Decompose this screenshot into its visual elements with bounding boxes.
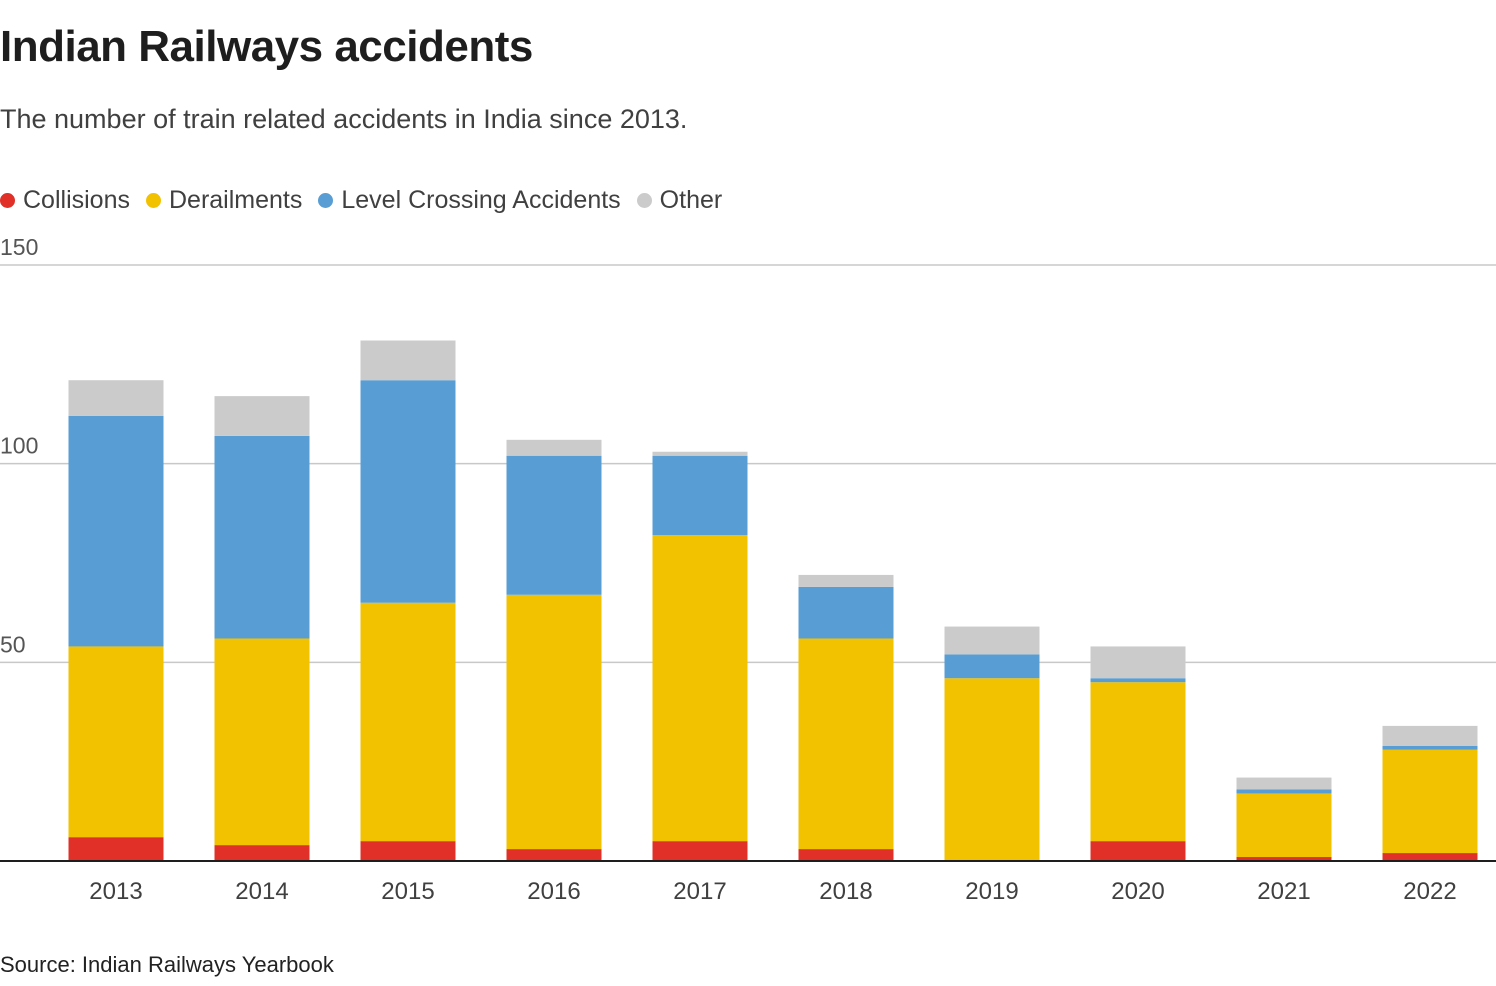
bar-2015-collisions	[360, 841, 456, 861]
bar-2016-level-crossing-accidents	[506, 455, 602, 595]
bar-2018-derailments	[798, 638, 894, 850]
bar-2020-other	[1090, 646, 1186, 679]
legend-swatch-other	[636, 193, 652, 208]
bar-2022-other	[1382, 725, 1478, 746]
bar-2020-collisions	[1090, 841, 1186, 861]
x-tick-label-2016: 2016	[527, 878, 580, 905]
chart-subtitle: The number of train related accidents in…	[0, 104, 688, 134]
legend: Collisions Derailments Level Crossing Ac…	[0, 186, 738, 215]
bar-2016-other	[506, 439, 602, 456]
bar-2014-derailments	[214, 638, 310, 846]
legend-swatch-level-crossing	[318, 193, 334, 208]
bar-2016-derailments	[506, 594, 602, 850]
bar-2019-derailments	[944, 678, 1040, 861]
bar-2013-derailments	[68, 646, 164, 838]
bar-2014-collisions	[214, 845, 310, 861]
legend-item-other: Other	[636, 186, 723, 215]
x-tick-label-2018: 2018	[819, 878, 872, 905]
x-tick-label-2020: 2020	[1111, 878, 1164, 905]
bar-2018-collisions	[798, 849, 894, 861]
bar-2019-level-crossing-accidents	[944, 654, 1040, 679]
bar-2021-level-crossing-accidents	[1236, 789, 1332, 794]
legend-swatch-derailments	[145, 193, 161, 208]
bar-2018-other	[798, 574, 894, 587]
bar-2021-other	[1236, 777, 1332, 790]
bar-2017-derailments	[652, 535, 748, 842]
bar-2017-collisions	[652, 841, 748, 861]
bar-2013-other	[68, 380, 164, 416]
legend-label-other: Other	[659, 186, 723, 214]
bar-2020-derailments	[1090, 682, 1186, 842]
legend-label-collisions: Collisions	[23, 186, 130, 214]
bar-2017-level-crossing-accidents	[652, 455, 748, 536]
bar-2018-level-crossing-accidents	[798, 586, 894, 639]
x-tick-label-2014: 2014	[235, 878, 288, 905]
bar-2013-level-crossing-accidents	[68, 415, 164, 647]
x-tick-label-2013: 2013	[89, 878, 142, 905]
bar-2020-level-crossing-accidents	[1090, 678, 1186, 683]
bar-2022-level-crossing-accidents	[1382, 745, 1478, 750]
bar-2014-level-crossing-accidents	[214, 435, 310, 639]
legend-swatch-collisions	[0, 193, 15, 208]
y-tick-label-100: 100	[0, 433, 38, 459]
legend-item-level-crossing: Level Crossing Accidents	[318, 186, 621, 215]
source-note: Source: Indian Railways Yearbook	[0, 952, 334, 977]
bar-2022-collisions	[1382, 853, 1478, 861]
x-tick-label-2019: 2019	[965, 878, 1018, 905]
bar-2016-collisions	[506, 849, 602, 861]
legend-item-derailments: Derailments	[145, 186, 303, 215]
bar-2022-derailments	[1382, 749, 1478, 854]
legend-label-derailments: Derailments	[168, 186, 303, 214]
bar-2015-derailments	[360, 602, 456, 842]
x-tick-label-2021: 2021	[1257, 878, 1310, 905]
x-tick-label-2017: 2017	[673, 878, 726, 905]
bar-2017-other	[652, 451, 748, 456]
legend-item-collisions: Collisions	[0, 186, 130, 215]
bar-2013-collisions	[68, 837, 164, 861]
bar-2021-collisions	[1236, 857, 1332, 861]
bar-2021-derailments	[1236, 793, 1332, 858]
y-tick-label-50: 50	[0, 631, 26, 657]
x-tick-label-2015: 2015	[381, 878, 434, 905]
y-tick-label-150: 150	[0, 234, 38, 260]
bar-2014-other	[214, 396, 310, 436]
bar-2015-level-crossing-accidents	[360, 380, 456, 603]
legend-label-level-crossing: Level Crossing Accidents	[341, 186, 621, 214]
bar-2015-other	[360, 340, 456, 381]
x-tick-label-2022: 2022	[1403, 878, 1456, 905]
chart-title: Indian Railways accidents	[0, 22, 533, 71]
bar-2019-other	[944, 626, 1040, 655]
